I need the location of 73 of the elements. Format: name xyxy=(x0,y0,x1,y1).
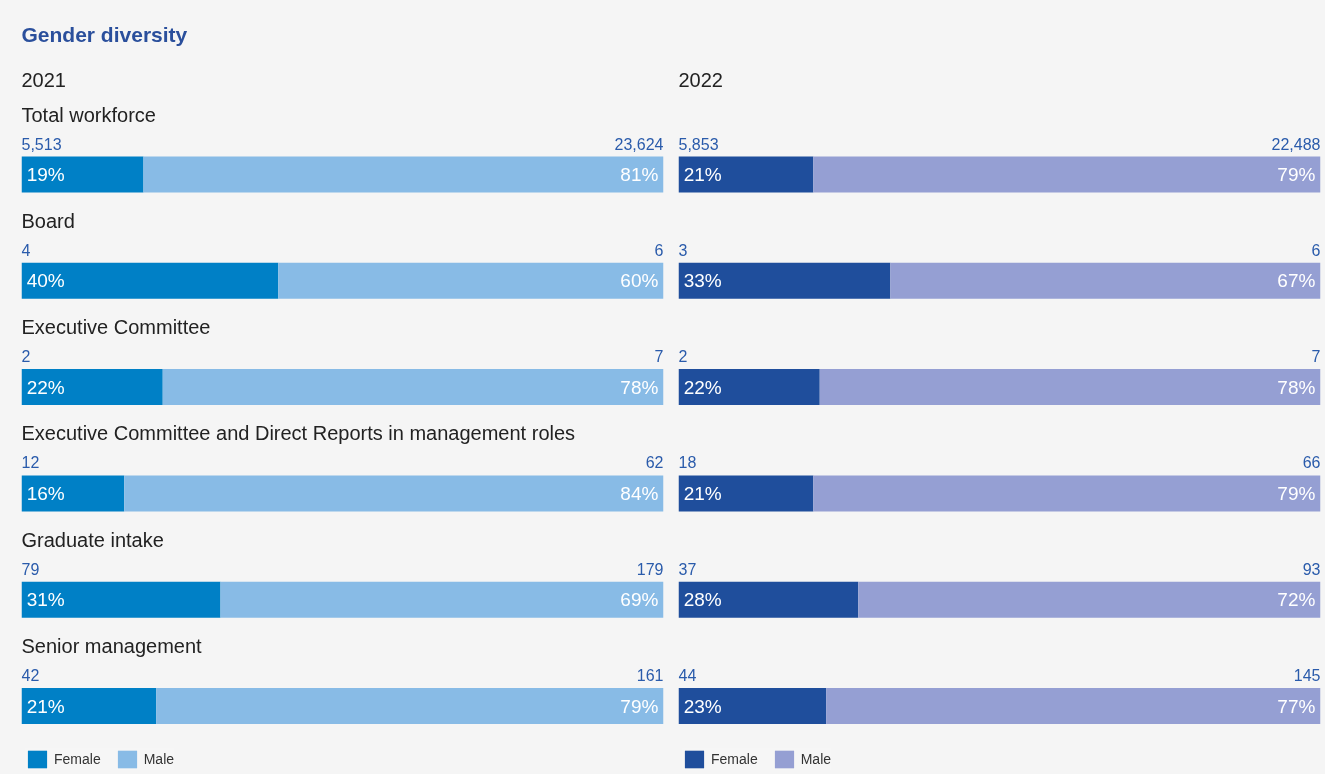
annotation: 23,624 xyxy=(614,135,664,153)
annotation: 22,488 xyxy=(1271,135,1321,153)
annotation: 2 xyxy=(678,348,688,366)
legend-label: Female xyxy=(54,751,101,767)
y-tick-label: Board xyxy=(21,209,75,232)
annotation: 3 xyxy=(678,241,688,259)
data-label: 69% xyxy=(620,589,659,611)
annotation: 6 xyxy=(654,241,664,259)
bar xyxy=(678,581,859,618)
data-label: 16% xyxy=(26,482,65,504)
annotation: 5,513 xyxy=(21,135,62,153)
data-label: 79% xyxy=(620,695,659,717)
annotation: 145 xyxy=(1293,667,1321,684)
data-label: 19% xyxy=(26,164,65,185)
annotation: 7 xyxy=(654,348,664,366)
data-label: 81% xyxy=(620,164,659,185)
data-label: 60% xyxy=(620,270,659,292)
data-label: 23% xyxy=(683,695,722,717)
bar xyxy=(678,688,827,724)
data-label: 28% xyxy=(683,589,722,611)
annotation: 42 xyxy=(21,667,40,684)
y-tick-label: Graduate intake xyxy=(21,528,164,551)
annotation: 18 xyxy=(678,454,697,472)
bar xyxy=(826,688,1321,724)
chart-subtitle: 2021 xyxy=(21,68,66,91)
data-label: 78% xyxy=(620,376,659,398)
y-tick-label: Total workforce xyxy=(21,103,156,126)
data-label: 79% xyxy=(1277,164,1316,185)
data-label: 67% xyxy=(1277,270,1316,292)
y-tick-label: Executive Committee xyxy=(21,316,211,339)
bar xyxy=(678,156,814,193)
data-label: 79% xyxy=(1277,482,1316,504)
annotation: 79 xyxy=(21,560,40,578)
bar xyxy=(678,369,820,406)
data-label: 72% xyxy=(1277,589,1316,611)
annotation: 44 xyxy=(678,667,697,684)
data-label: 31% xyxy=(26,589,65,611)
data-label: 21% xyxy=(683,164,722,185)
data-label: 78% xyxy=(1277,376,1316,398)
chart-subtitle: 2022 xyxy=(678,68,723,91)
annotation: 4 xyxy=(21,241,31,259)
annotation: 37 xyxy=(678,560,697,578)
data-label: 22% xyxy=(26,376,65,398)
y-tick-label: Executive Committee and Direct Reports in management roles xyxy=(21,422,576,445)
data-label: 21% xyxy=(683,482,722,504)
annotation: 179 xyxy=(636,560,664,578)
annotation: 6 xyxy=(1311,241,1321,259)
annotation: 62 xyxy=(645,454,664,472)
data-label: 33% xyxy=(683,270,722,292)
annotation: 7 xyxy=(1311,348,1321,366)
legend-label: Male xyxy=(800,751,832,767)
bar xyxy=(813,475,1321,512)
data-label: 21% xyxy=(26,695,65,717)
data-label: 22% xyxy=(683,376,722,398)
bar xyxy=(678,262,891,299)
annotation: 12 xyxy=(21,454,40,472)
y-tick-label: Senior management xyxy=(21,635,203,657)
legend-label: Male xyxy=(143,751,175,767)
data-label: 77% xyxy=(1277,695,1316,717)
data-label: 84% xyxy=(620,482,659,504)
bar xyxy=(678,475,814,512)
annotation: 2 xyxy=(21,348,31,366)
data-label: 40% xyxy=(26,270,65,292)
legend-label: Female xyxy=(711,751,758,767)
bar xyxy=(890,262,1321,299)
chart-title: Gender diversity xyxy=(21,23,188,46)
annotation: 66 xyxy=(1302,454,1321,472)
bar xyxy=(813,156,1321,193)
annotation: 161 xyxy=(636,667,664,684)
bar xyxy=(858,581,1321,618)
annotation: 5,853 xyxy=(678,135,719,153)
bar xyxy=(819,369,1321,406)
annotation: 93 xyxy=(1302,560,1321,578)
